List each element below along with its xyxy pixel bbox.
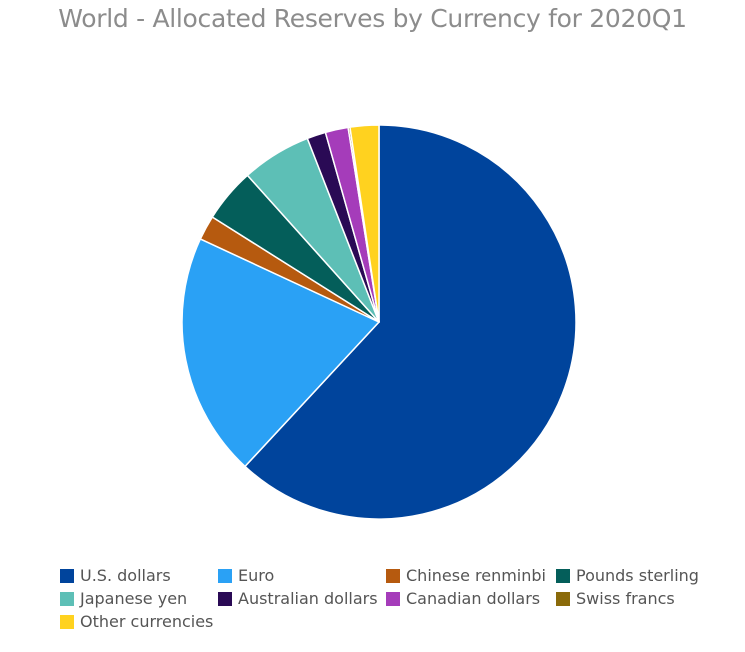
legend-label: Euro xyxy=(238,566,275,585)
legend-label: Swiss francs xyxy=(576,589,675,608)
legend-item-other-currencies[interactable]: Other currencies xyxy=(60,612,213,631)
legend-label: Japanese yen xyxy=(80,589,188,608)
pie-slice-other-currencies xyxy=(349,124,380,323)
legend-label: Australian dollars xyxy=(238,589,378,608)
legend-label: Canadian dollars xyxy=(406,589,541,608)
legend-swatch xyxy=(556,591,570,606)
legend-label: Other currencies xyxy=(80,612,214,631)
legend-label: Chinese renminbi xyxy=(406,566,546,585)
legend-item-swiss-francs[interactable]: Swiss francs xyxy=(556,589,675,608)
pie-slice-euro xyxy=(181,238,380,468)
legend-swatch xyxy=(386,568,400,583)
legend-swatch xyxy=(556,568,570,583)
legend-swatch xyxy=(218,591,232,606)
legend-label: U.S. dollars xyxy=(80,566,171,585)
chart-title: World - Allocated Reserves by Currency f… xyxy=(58,4,687,33)
legend-swatch xyxy=(60,614,74,629)
legend-item-chinese-renminbi[interactable]: Chinese renminbi xyxy=(386,566,546,585)
legend-swatch xyxy=(60,568,74,583)
pie-slice-u-s-dollars xyxy=(244,124,577,520)
legend-swatch xyxy=(60,591,74,606)
legend-swatch xyxy=(218,568,232,583)
legend-item-japanese-yen[interactable]: Japanese yen xyxy=(60,589,187,608)
legend-item-pounds-sterling[interactable]: Pounds sterling xyxy=(556,566,699,585)
legend-swatch xyxy=(386,591,400,606)
legend-item-u-s-dollars[interactable]: U.S. dollars xyxy=(60,566,171,585)
legend-label: Pounds sterling xyxy=(576,566,699,585)
legend-item-canadian-dollars[interactable]: Canadian dollars xyxy=(386,589,540,608)
legend-item-australian-dollars[interactable]: Australian dollars xyxy=(218,589,378,608)
legend-item-euro[interactable]: Euro xyxy=(218,566,274,585)
